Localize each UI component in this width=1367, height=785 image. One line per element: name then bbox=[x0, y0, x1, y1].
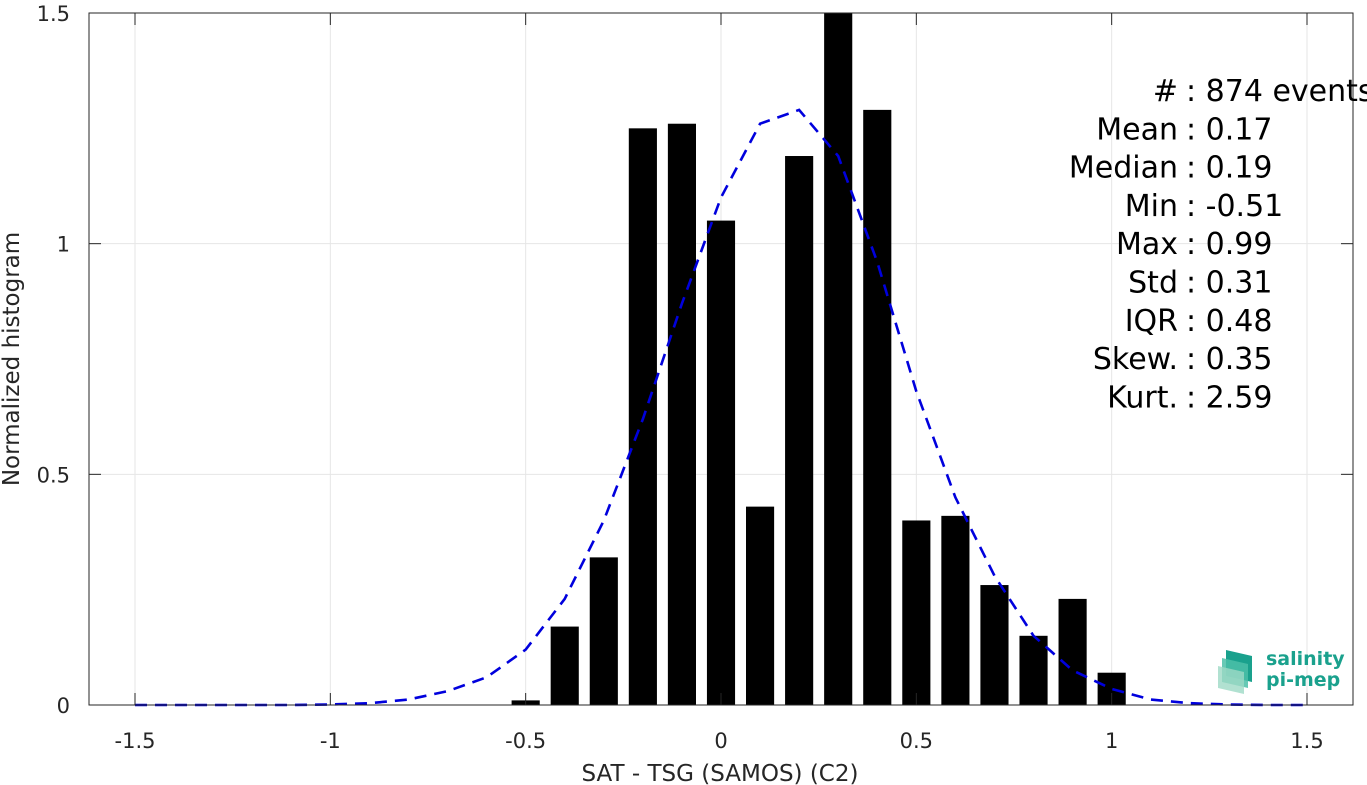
stats-line-value: : 0.19 bbox=[1186, 151, 1272, 186]
histogram-bar bbox=[863, 109, 892, 705]
histogram-bar bbox=[824, 13, 853, 705]
histogram-bar bbox=[550, 626, 579, 705]
stats-line: Mean: 0.17 bbox=[1096, 112, 1272, 147]
x-tick-label: -1 bbox=[320, 729, 341, 753]
stats-line-value: : 874 events bbox=[1186, 74, 1367, 109]
logo-wave-icon bbox=[1218, 650, 1252, 694]
stats-line-value: : 2.59 bbox=[1186, 380, 1272, 415]
stats-line-key: # bbox=[1153, 74, 1178, 109]
histogram-bars bbox=[511, 13, 1126, 706]
stats-line-key: Kurt. bbox=[1107, 380, 1178, 415]
histogram-bar bbox=[980, 585, 1009, 705]
stats-line-key: Std bbox=[1128, 266, 1178, 301]
histogram-bar bbox=[902, 520, 931, 705]
stats-line-key: Min bbox=[1125, 189, 1178, 224]
x-axis-label: SAT - TSG (SAMOS) (C2) bbox=[582, 761, 859, 785]
stats-line-value: : 0.31 bbox=[1186, 266, 1272, 301]
x-tick-label: -0.5 bbox=[505, 729, 546, 753]
stats-line-key: Max bbox=[1116, 227, 1178, 262]
stats-line-key: IQR bbox=[1125, 304, 1178, 339]
histogram-bar bbox=[706, 220, 736, 705]
stats-line: Min: -0.51 bbox=[1125, 189, 1284, 224]
histogram-bar bbox=[667, 123, 696, 706]
x-tick-label: 0.5 bbox=[900, 729, 933, 753]
histogram-bar bbox=[746, 506, 775, 705]
stats-line-value: : 0.48 bbox=[1186, 304, 1272, 339]
stats-line: #: 874 events bbox=[1153, 74, 1367, 109]
histogram-bar bbox=[941, 515, 970, 705]
stats-line-value: : -0.51 bbox=[1186, 189, 1283, 224]
stats-line-key: Skew. bbox=[1093, 342, 1178, 377]
y-tick-label: 0 bbox=[57, 694, 70, 718]
stats-line: Max: 0.99 bbox=[1116, 227, 1272, 262]
logo-line2: pi-mep bbox=[1266, 669, 1340, 691]
y-tick-label: 1.5 bbox=[37, 2, 70, 26]
stats-line-value: : 0.35 bbox=[1186, 342, 1272, 377]
histogram-bar bbox=[785, 156, 814, 706]
salinity-pi-mep-logo: salinity pi-mep bbox=[1218, 648, 1345, 694]
x-tick-label: 1.5 bbox=[1290, 729, 1323, 753]
y-tick-label: 0.5 bbox=[37, 463, 70, 487]
stats-line-value: : 0.17 bbox=[1186, 112, 1272, 147]
stats-line-value: : 0.99 bbox=[1186, 227, 1272, 262]
x-tick-label: 1 bbox=[1105, 729, 1118, 753]
axes-frame bbox=[88, 12, 1354, 706]
stats-line: Kurt.: 2.59 bbox=[1107, 380, 1272, 415]
x-tick-label: -1.5 bbox=[115, 729, 156, 753]
x-tick-label: 0 bbox=[714, 729, 727, 753]
tick-labels: -1.5 -1 -0.5 0 0.5 1 1.5 0 0.5 1 1.5 bbox=[37, 2, 1324, 753]
stats-line: Skew.: 0.35 bbox=[1093, 342, 1273, 377]
y-axis-label: Normalized histogram bbox=[0, 232, 25, 486]
histogram-bar bbox=[589, 557, 618, 705]
histogram-bar bbox=[1058, 598, 1087, 705]
stats-line: Std: 0.31 bbox=[1128, 266, 1272, 301]
stats-line-key: Mean bbox=[1096, 112, 1178, 147]
y-tick-label: 1 bbox=[57, 233, 70, 257]
logo-line1: salinity bbox=[1266, 648, 1345, 670]
stats-line: IQR: 0.48 bbox=[1125, 304, 1273, 339]
histogram-bar bbox=[1019, 635, 1048, 705]
stats-line: Median: 0.19 bbox=[1069, 151, 1273, 186]
stats-line-key: Median bbox=[1069, 151, 1178, 186]
